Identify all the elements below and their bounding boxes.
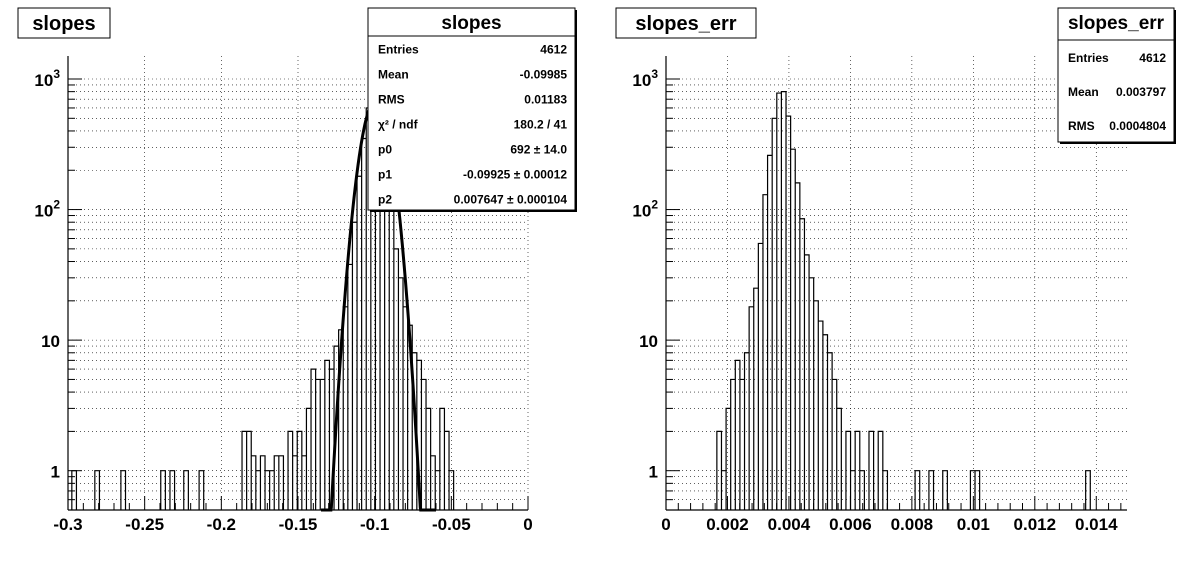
stats-title: slopes — [441, 13, 501, 34]
y-tick-label: 1 — [51, 463, 60, 482]
stats-value: 692 ± 14.0 — [510, 143, 567, 157]
title-box — [615, 7, 757, 39]
stats-value: 0.003797 — [1116, 85, 1166, 99]
stats-label: Entries — [378, 43, 419, 57]
stats-value: 0.01183 — [524, 93, 567, 107]
x-tick-label: 0.012 — [1014, 515, 1057, 534]
chart-panel-0: -0.3 -0.25 -0.2 -0.15 -0.1 -0.05 0 1 10 102 103 slo… — [17, 7, 577, 534]
stats-value: 4612 — [540, 43, 567, 57]
y-tick-label: 10 — [639, 332, 658, 351]
x-tick-label: -0.25 — [125, 515, 164, 534]
title-box — [17, 7, 111, 39]
chart-panel-1: 0 0.002 0.004 0.006 0.008 0.01 0.012 0.014 1 10 10… — [615, 7, 1176, 534]
stats-label: χ² / ndf — [378, 118, 419, 132]
stats-value: -0.09985 — [520, 68, 568, 82]
stats-value: 0.0004804 — [1109, 119, 1166, 133]
x-tick-label: -0.05 — [432, 515, 471, 534]
x-tick-label: -0.3 — [53, 515, 82, 534]
stats-value: 4612 — [1139, 51, 1166, 65]
x-tick-label: -0.1 — [360, 515, 389, 534]
stats-frame — [367, 7, 576, 211]
stats-label: p2 — [378, 193, 392, 207]
histogram — [716, 91, 1091, 510]
x-tick-label: -0.15 — [279, 515, 318, 534]
chart-title: slopes — [32, 13, 95, 35]
x-tick-label: 0.002 — [706, 515, 749, 534]
x-tick-label: 0.004 — [768, 515, 811, 534]
stats-box: slopes Entries 4612 Mean -0.09985 RMS 0.01183 χ… — [367, 7, 577, 212]
x-tick-label: 0 — [661, 515, 670, 534]
stats-label: Entries — [1068, 51, 1109, 65]
stats-value: -0.09925 ± 0.00012 — [463, 168, 567, 182]
y-tick-label: 102 — [632, 198, 658, 221]
x-tick-label: 0.014 — [1075, 515, 1118, 534]
stats-value: 180.2 / 41 — [514, 118, 568, 132]
grid — [67, 56, 529, 511]
x-tick-label: 0.008 — [891, 515, 934, 534]
x-tick-label: 0.01 — [957, 515, 990, 534]
stats-label: p0 — [378, 143, 392, 157]
x-tick-label: 0.006 — [829, 515, 872, 534]
stats-label: RMS — [378, 93, 405, 107]
stats-label: Mean — [1068, 85, 1099, 99]
stats-frame — [1057, 7, 1175, 143]
chart-title: slopes_err — [635, 13, 736, 35]
x-tick-label: -0.2 — [207, 515, 236, 534]
stats-label: RMS — [1068, 119, 1095, 133]
stats-label: Mean — [378, 68, 409, 82]
stats-value: 0.007647 ± 0.000104 — [454, 193, 568, 207]
stats-title: slopes_err — [1068, 13, 1165, 34]
y-tick-label: 103 — [632, 67, 658, 90]
stats-box: slopes_err Entries 4612 Mean 0.003797 RMS 0.00… — [1057, 7, 1176, 144]
y-tick-label: 1 — [649, 463, 658, 482]
x-tick-label: 0 — [523, 515, 532, 534]
grid — [665, 56, 1127, 511]
stats-label: p1 — [378, 168, 392, 182]
y-tick-label: 102 — [34, 198, 60, 221]
y-tick-label: 103 — [34, 67, 60, 90]
y-tick-label: 10 — [41, 332, 60, 351]
